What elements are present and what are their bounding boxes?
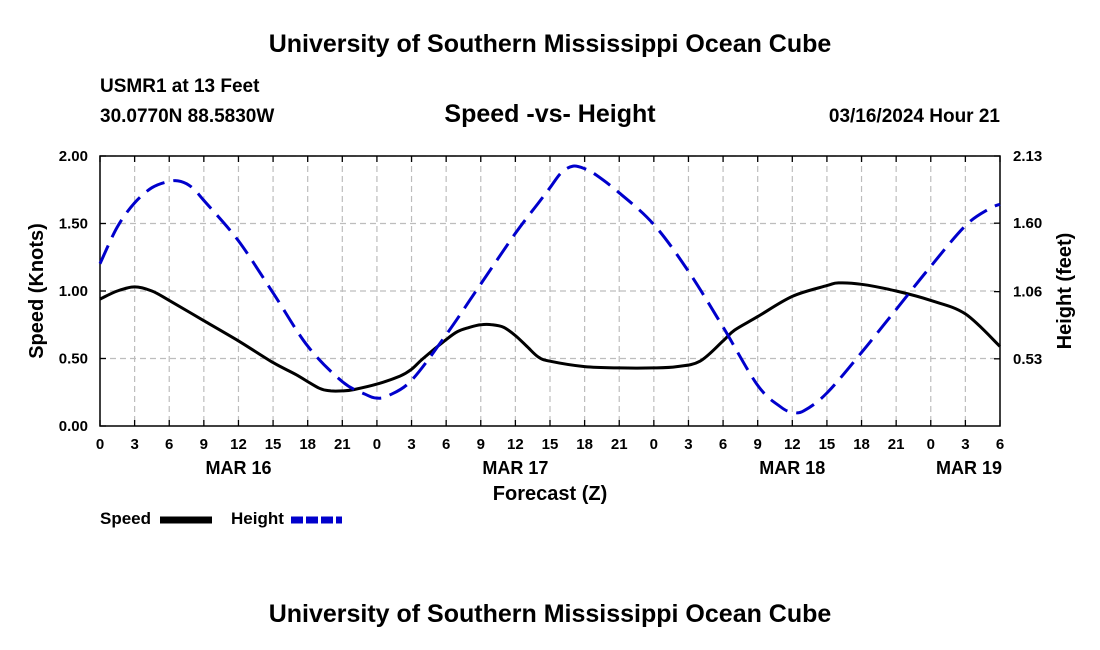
y2-tick-label: 1.06 (1013, 284, 1042, 301)
x-tick-label: 15 (542, 436, 559, 453)
page-title: University of Southern Mississippi Ocean… (268, 30, 832, 58)
x-tick-label: 21 (888, 436, 905, 453)
y-tick-label: 1.50 (59, 216, 88, 233)
y-tick-label: 1.00 (59, 283, 88, 300)
x-tick-label: 18 (299, 436, 316, 453)
y-tick-label: 0.50 (59, 351, 88, 368)
x-tick-label: 21 (334, 436, 351, 453)
y2-tick-label: 1.60 (1013, 215, 1042, 232)
axes-layer (99, 155, 1001, 427)
station-coordinates: 30.0770N 88.5830W (100, 106, 275, 127)
footer-title: University of Southern Mississippi Ocean… (268, 600, 832, 628)
x-tick-label: 15 (265, 436, 282, 453)
x-tick-label: 21 (611, 436, 628, 453)
x-tick-label: 12 (784, 436, 801, 453)
legend-label-height: Height (231, 509, 284, 528)
x-tick-label: 12 (507, 436, 524, 453)
forecast-datetime: 03/16/2024 Hour 21 (828, 106, 1000, 127)
x-tick-label: 18 (576, 436, 593, 453)
x-tick-label: 0 (96, 436, 104, 453)
x-tick-label: 6 (996, 436, 1004, 453)
x-tick-label: 3 (961, 436, 969, 453)
x-tick-label: 0 (650, 436, 658, 453)
x-axis-label: Forecast (Z) (493, 483, 607, 505)
y-axis-label: Speed (Knots) (26, 223, 48, 359)
x-tick-label: 9 (477, 436, 485, 453)
grid-layer (100, 155, 1000, 426)
x-tick-label: 12 (230, 436, 247, 453)
x-tick-label: 3 (684, 436, 692, 453)
labels-layer: 0 3 6 9 12 15 18 21 0 3 6 9 12 15 18 21 0 3 6 9 12 15 18 21 0 3 6 M… (26, 148, 1076, 505)
series-line-speed (99, 281, 1002, 393)
x-tick-label: 9 (200, 436, 208, 453)
x-tick-label: 6 (719, 436, 727, 453)
y-tick-label: 2.00 (59, 148, 88, 165)
x-tick-label: 6 (442, 436, 450, 453)
y2-axis-label: Height (feet) (1054, 233, 1076, 350)
x-tick-label: 0 (927, 436, 935, 453)
series-layer (98, 164, 1002, 415)
x-date-label: MAR 18 (759, 458, 825, 478)
chart-subtitle: Speed -vs- Height (444, 100, 656, 128)
speed-height-chart: 0 3 6 9 12 15 18 21 0 3 6 9 12 15 18 21 0 3 6 9 12 15 18 21 0 3 6 M… (26, 148, 1076, 528)
x-tick-label: 3 (130, 436, 138, 453)
station-label: USMR1 at 13 Feet (100, 76, 260, 97)
x-tick-label: 6 (165, 436, 173, 453)
y2-tick-label: 0.53 (1013, 351, 1042, 368)
x-date-label: MAR 16 (205, 458, 271, 478)
legend-label-speed: Speed (100, 509, 151, 528)
series-line-height (98, 164, 1001, 415)
y2-tick-label: 2.13 (1013, 148, 1042, 165)
x-tick-label: 18 (853, 436, 870, 453)
x-tick-label: 3 (407, 436, 415, 453)
x-date-label: MAR 19 (936, 458, 1002, 478)
x-tick-label: 15 (819, 436, 836, 453)
x-date-label: MAR 17 (482, 458, 548, 478)
legend-layer: Speed Height (100, 509, 342, 528)
y-tick-label: 0.00 (59, 418, 88, 435)
x-tick-label: 9 (754, 436, 762, 453)
x-tick-label: 0 (373, 436, 381, 453)
